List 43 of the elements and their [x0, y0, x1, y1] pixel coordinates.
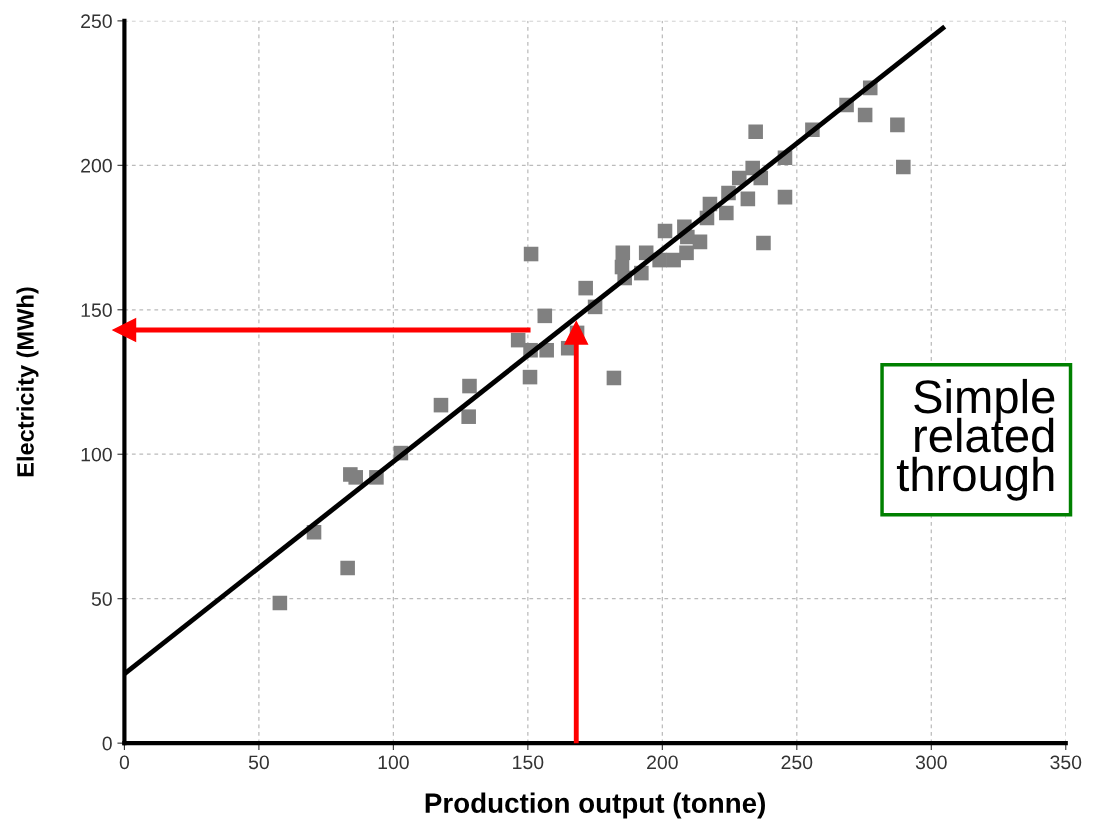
point: [272, 595, 288, 611]
x-tick-label: 200: [647, 755, 678, 770]
point: [748, 124, 763, 140]
point: [896, 159, 911, 175]
x-tick-label: 300: [915, 755, 947, 770]
point: [112, 318, 137, 342]
point: [522, 369, 538, 385]
y-tick-label: 50: [91, 592, 112, 606]
point: [462, 378, 477, 394]
x-tick-label: 350: [1050, 755, 1082, 770]
y-tick-label: 150: [81, 303, 112, 318]
x-tick-label: 50: [248, 755, 269, 770]
point: [857, 107, 873, 123]
y-tick-label: 200: [81, 158, 112, 173]
point: [564, 321, 589, 345]
point: [777, 189, 793, 205]
point: [719, 205, 734, 221]
y-axis-title: Electricity (MWh): [16, 287, 39, 477]
point: [657, 223, 673, 239]
point: [615, 245, 631, 261]
point: [890, 117, 905, 133]
x-tick-label: 100: [378, 755, 409, 770]
point: [578, 280, 593, 296]
point: [340, 560, 355, 576]
point: [523, 246, 539, 262]
point: [606, 370, 622, 386]
point: [679, 245, 694, 261]
point: [433, 397, 449, 413]
point: [348, 470, 363, 485]
y-tick-label: 0: [102, 736, 112, 751]
x-tick-label: 0: [119, 755, 130, 770]
x-tick-label: 250: [781, 755, 813, 770]
point: [740, 191, 756, 207]
annotation: Simple related through: [896, 378, 1055, 501]
point: [537, 308, 553, 324]
x-axis-title: Production output (tonne): [425, 792, 765, 819]
point: [666, 252, 681, 268]
y-tick-label: 250: [81, 14, 112, 29]
y-tick-label: 100: [81, 447, 112, 462]
point: [756, 235, 771, 251]
point: [461, 409, 476, 424]
point: [692, 234, 708, 250]
x-tick-label: 150: [513, 755, 544, 770]
